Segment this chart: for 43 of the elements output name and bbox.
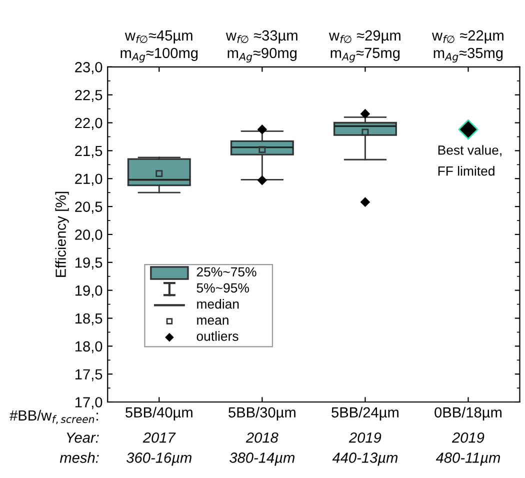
text: m$_{Ag}$≈100mg: [120, 48, 198, 63]
text: 480-11µm: [436, 452, 500, 466]
y-tick-label: 21,5: [75, 146, 102, 158]
y-tick-label: 17,0: [75, 397, 102, 410]
y-axis-title: Efficiency [%]: [55, 192, 69, 277]
text: 360-16µm: [126, 452, 192, 466]
annotation: mean: [197, 318, 228, 325]
text: 2019: [348, 432, 382, 443]
y-tick-label: 23,0: [75, 62, 102, 74]
text: mesh:: [60, 452, 99, 463]
x-tick-label: 5BB/24µm: [332, 406, 398, 420]
text: m$_{Ag}$≈35mg: [434, 48, 503, 63]
y-tick-label: 22,0: [75, 118, 102, 130]
text: 440-13µm: [332, 452, 398, 466]
text: m$_{Ag}$≈90mg: [228, 48, 296, 63]
y-tick-label: 18,0: [75, 341, 102, 354]
annotation: 25%~75%: [196, 267, 256, 277]
text: w$_{f∅}$ ≈33µm: [226, 30, 298, 44]
annotation: Best value, FF limited: [438, 145, 502, 176]
text: 2017: [142, 432, 176, 443]
x-tick-label: 0BB/18µm: [434, 406, 502, 420]
annotation: outliers: [196, 331, 238, 341]
y-tick-label: 20,5: [75, 202, 102, 214]
text: w$_{f∅}$ ≈29µm: [328, 30, 400, 44]
text: Year:: [66, 432, 99, 443]
annotation: 5%~95%: [196, 283, 249, 293]
x-tick-label: 5BB/40µm: [126, 406, 192, 420]
y-tick-label: 18,5: [75, 313, 102, 326]
annotation: median: [197, 299, 239, 309]
x-tick-label: 5BB/30µm: [228, 406, 296, 420]
y-tick-label: 19,0: [75, 285, 102, 298]
text: 2019: [452, 432, 484, 443]
text: m$_{Ag}$≈75mg: [330, 48, 400, 62]
y-tick-label: 22,5: [75, 90, 102, 102]
y-tick-label: 17,5: [75, 369, 102, 382]
text: 2018: [246, 432, 278, 443]
x-axis-title: #BB/w$_{f,screen}$:: [10, 410, 98, 424]
text: w$_{f∅}$ ≈22µm: [432, 30, 504, 44]
y-tick-label: 21,0: [75, 174, 102, 186]
text: 380-14µm: [230, 452, 294, 466]
y-tick-label: 19,5: [75, 257, 102, 270]
y-tick-label: 20,0: [75, 230, 102, 242]
text: w$_{f∅}$≈45µm: [124, 30, 192, 44]
